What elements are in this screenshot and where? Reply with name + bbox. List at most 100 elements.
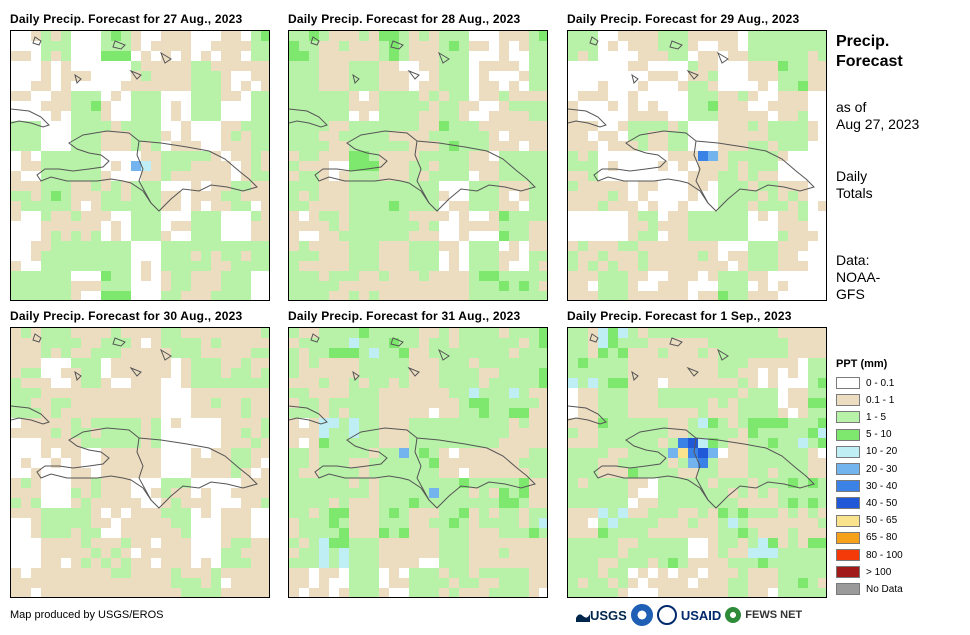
precip-cell <box>798 181 808 191</box>
precip-cell <box>678 151 688 161</box>
precip-cell <box>449 408 459 418</box>
precip-cell <box>51 231 61 241</box>
precip-cell <box>201 91 211 101</box>
precip-cell <box>251 488 261 498</box>
precip-cell <box>499 588 509 597</box>
precip-cell <box>241 261 251 271</box>
precip-cell <box>399 171 409 181</box>
precip-cell <box>728 201 738 211</box>
precip-cell <box>171 161 181 171</box>
precip-cell <box>221 368 231 378</box>
precip-cell <box>171 71 181 81</box>
precip-cell <box>359 81 369 91</box>
precip-cell <box>151 191 161 201</box>
precip-cell <box>808 328 818 338</box>
precip-cell <box>758 151 768 161</box>
precip-cell <box>121 478 131 488</box>
precip-cell <box>479 348 489 358</box>
precip-cell <box>201 338 211 348</box>
precip-cell <box>171 568 181 578</box>
precip-cell <box>399 418 409 428</box>
precip-cell <box>399 408 409 418</box>
precip-cell <box>718 368 728 378</box>
precip-cell <box>329 568 339 578</box>
precip-cell <box>51 191 61 201</box>
precip-cell <box>618 271 628 281</box>
precip-cell <box>171 478 181 488</box>
precip-cell <box>668 498 678 508</box>
precip-cell <box>419 151 429 161</box>
precip-cell <box>251 358 261 368</box>
precip-cell <box>509 488 519 498</box>
precip-cell <box>379 528 389 538</box>
precip-cell <box>389 211 399 221</box>
precip-cell <box>638 111 648 121</box>
precip-cell <box>529 291 539 300</box>
precip-cell <box>289 31 299 41</box>
precip-cell <box>608 191 618 201</box>
precip-cell <box>419 568 429 578</box>
precip-cell <box>319 71 329 81</box>
precip-cell <box>429 518 439 528</box>
precip-cell <box>191 398 201 408</box>
precip-cell <box>509 231 519 241</box>
precip-cell <box>191 408 201 418</box>
precip-cell <box>121 558 131 568</box>
precip-cell <box>261 468 269 478</box>
precip-cell <box>618 438 628 448</box>
precip-cell <box>61 578 71 588</box>
precip-cell <box>618 358 628 368</box>
precip-cell <box>319 31 329 41</box>
precip-cell <box>289 358 299 368</box>
precip-cell <box>389 338 399 348</box>
precip-cell <box>628 418 638 428</box>
precip-cell <box>469 348 479 358</box>
precip-cell <box>101 201 111 211</box>
precip-cell <box>231 261 241 271</box>
precip-cell <box>91 111 101 121</box>
precip-cell <box>568 261 578 271</box>
precip-cell <box>339 281 349 291</box>
precip-cell <box>449 121 459 131</box>
coastline <box>112 337 126 347</box>
precip-cell <box>588 191 598 201</box>
precip-cell <box>788 558 798 568</box>
precip-cell <box>578 428 588 438</box>
precip-cell <box>748 488 758 498</box>
precip-cell <box>469 121 479 131</box>
precip-cell <box>329 418 339 428</box>
precip-cell <box>658 508 668 518</box>
precip-cell <box>409 498 419 508</box>
precip-cell <box>539 231 547 241</box>
precip-cell <box>141 91 151 101</box>
precip-cell <box>578 241 588 251</box>
precip-cell <box>409 131 419 141</box>
precip-cell <box>499 201 509 211</box>
precip-cell <box>748 358 758 368</box>
precip-cell <box>628 348 638 358</box>
precip-cell <box>101 558 111 568</box>
precip-cell <box>638 448 648 458</box>
precip-cell <box>81 538 91 548</box>
precip-cell <box>718 231 728 241</box>
precip-cell <box>389 181 399 191</box>
precip-cell <box>379 211 389 221</box>
precip-cell <box>181 81 191 91</box>
precip-cell <box>91 328 101 338</box>
precip-cell <box>638 141 648 151</box>
precip-cell <box>818 81 826 91</box>
precip-cell <box>151 358 161 368</box>
precip-cell <box>429 181 439 191</box>
precip-cell <box>329 121 339 131</box>
precip-cell <box>499 111 509 121</box>
precip-cell <box>758 388 768 398</box>
precip-cell <box>211 261 221 271</box>
precip-cell <box>91 141 101 151</box>
precip-cell <box>251 71 261 81</box>
precip-cell <box>241 428 251 438</box>
precip-cell <box>688 151 698 161</box>
precip-cell <box>309 261 319 271</box>
precip-cell <box>489 588 499 597</box>
precip-cell <box>299 51 309 61</box>
precip-cell <box>469 201 479 211</box>
